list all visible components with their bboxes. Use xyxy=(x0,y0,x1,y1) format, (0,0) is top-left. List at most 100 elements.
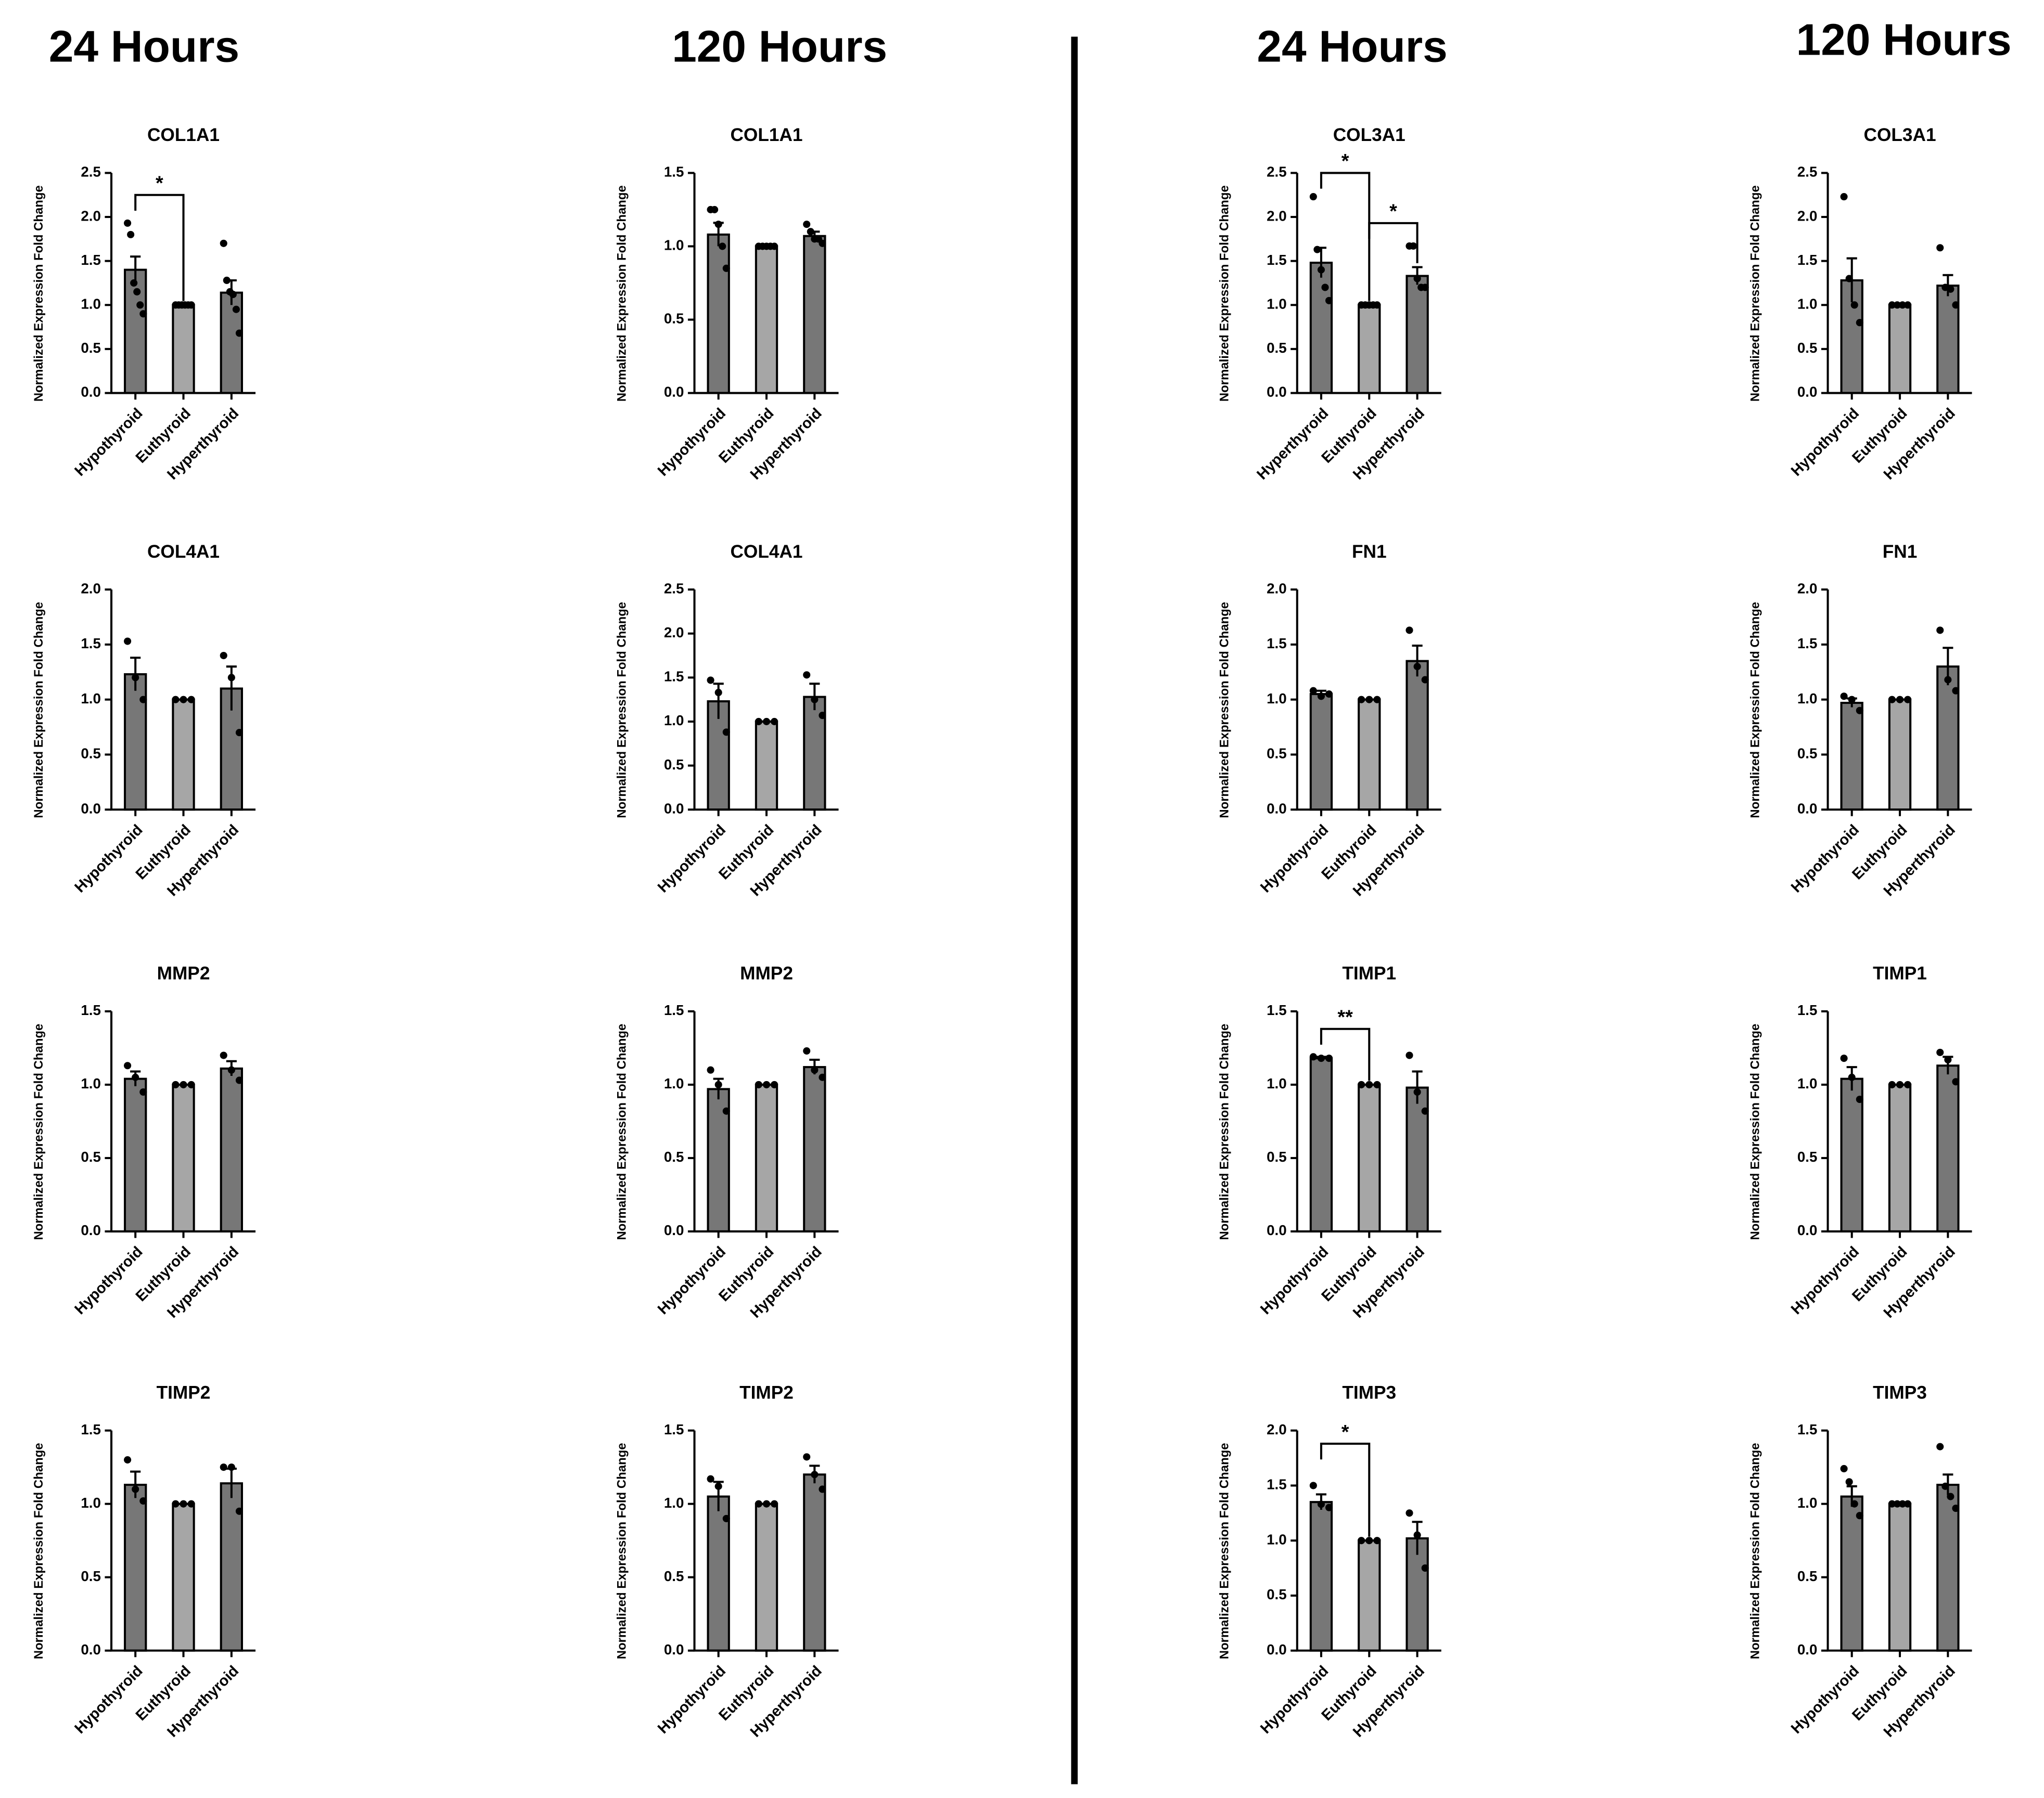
data-point xyxy=(1309,687,1317,695)
error-bar xyxy=(130,1470,141,1498)
y-tick-label: 1.0 xyxy=(1267,690,1287,707)
y-tick-label: 1.0 xyxy=(664,1495,684,1511)
y-tick-label: 1.0 xyxy=(1797,690,1818,707)
data-point xyxy=(1904,1500,1912,1508)
bar xyxy=(803,1473,826,1652)
chart-title: FN1 xyxy=(1352,542,1387,562)
significance-label: ** xyxy=(1337,1007,1353,1029)
axes xyxy=(110,1011,256,1232)
bar xyxy=(755,1083,778,1232)
axes xyxy=(1826,1430,1972,1652)
data-point xyxy=(133,288,141,296)
data-point xyxy=(1406,1051,1413,1059)
data-point xyxy=(1952,1078,1960,1086)
bar xyxy=(172,1083,195,1232)
bar xyxy=(1888,698,1912,811)
y-tick-label: 1.5 xyxy=(1267,635,1287,651)
y-axis-label: Normalized Expression Fold Change xyxy=(32,185,46,402)
y-tick-label: 1.0 xyxy=(1797,1495,1818,1511)
data-point xyxy=(187,1081,195,1088)
bar xyxy=(1936,1064,1960,1232)
bar xyxy=(803,1066,826,1232)
significance-bracket xyxy=(1368,222,1419,263)
data-point xyxy=(124,219,132,227)
y-tick-label: 0.0 xyxy=(1797,1641,1818,1658)
y-tick-label: 1.5 xyxy=(1797,635,1818,651)
data-point xyxy=(1309,193,1317,201)
y-tick-label: 2.5 xyxy=(81,164,101,180)
y-tick-label: 0.0 xyxy=(1267,800,1287,816)
error-bar xyxy=(1412,644,1423,677)
y-tick-label: 1.0 xyxy=(1267,1531,1287,1547)
data-point xyxy=(811,696,819,703)
chart-title: TIMP2 xyxy=(739,1382,794,1403)
data-point xyxy=(1936,1048,1944,1056)
bar xyxy=(1888,1083,1912,1232)
y-axis-label: Normalized Expression Fold Change xyxy=(615,185,629,402)
chart-title: TIMP3 xyxy=(1873,1382,1927,1403)
y-tick-label: 0.5 xyxy=(81,1568,101,1584)
data-point xyxy=(1952,1505,1960,1512)
data-point xyxy=(707,1475,714,1483)
data-point xyxy=(819,1485,826,1493)
data-point xyxy=(1373,696,1381,703)
data-point xyxy=(1840,692,1848,700)
data-point xyxy=(1899,301,1907,309)
data-point xyxy=(1888,301,1896,309)
data-point xyxy=(1358,696,1365,703)
data-point xyxy=(803,1453,811,1461)
y-tick-label: 1.0 xyxy=(1267,1075,1287,1091)
y-tick-label: 2.5 xyxy=(1267,164,1287,180)
data-point xyxy=(180,1500,187,1508)
data-point xyxy=(1421,676,1429,684)
data-point xyxy=(1840,1055,1848,1062)
data-point xyxy=(771,1500,778,1508)
bar xyxy=(1406,660,1429,811)
data-point xyxy=(1309,1482,1317,1489)
y-tick-label: 1.0 xyxy=(664,237,684,253)
data-point xyxy=(1317,1500,1325,1508)
axes xyxy=(1296,589,1441,811)
data-point xyxy=(1373,301,1381,309)
y-tick-label: 0.5 xyxy=(1267,340,1287,356)
data-point xyxy=(1896,1081,1904,1088)
y-tick-label: 0.0 xyxy=(1797,384,1818,400)
y-tick-label: 0.5 xyxy=(1267,746,1287,762)
data-point xyxy=(719,242,726,250)
y-tick-label: 1.5 xyxy=(664,669,684,685)
significance-bracket xyxy=(134,194,185,301)
bar xyxy=(707,233,730,394)
data-point xyxy=(139,696,147,703)
y-tick-label: 1.0 xyxy=(81,1075,101,1091)
data-point xyxy=(1947,285,1954,293)
data-point xyxy=(235,1507,243,1515)
data-point xyxy=(819,712,826,720)
y-tick-label: 0.0 xyxy=(81,800,101,816)
y-tick-label: 0.0 xyxy=(1267,1222,1287,1238)
data-point xyxy=(707,1066,714,1074)
data-point xyxy=(1317,692,1325,700)
bar xyxy=(1888,304,1912,394)
bar xyxy=(707,1088,730,1232)
y-tick-label: 1.0 xyxy=(1797,1075,1818,1091)
data-point xyxy=(1856,319,1863,327)
data-point xyxy=(1325,690,1333,698)
data-point xyxy=(714,221,722,228)
axes xyxy=(1296,1011,1441,1232)
y-tick-label: 0.5 xyxy=(664,756,684,773)
data-point xyxy=(139,310,147,318)
data-point xyxy=(1850,1500,1858,1508)
error-bar xyxy=(226,665,237,711)
data-point xyxy=(220,1463,227,1471)
y-tick-label: 1.5 xyxy=(1797,252,1818,268)
data-point xyxy=(1936,244,1944,252)
chart-title: COL4A1 xyxy=(730,542,802,562)
data-point xyxy=(722,728,730,736)
axes xyxy=(693,589,839,811)
bar xyxy=(1358,304,1381,394)
data-point xyxy=(1325,1055,1333,1062)
y-tick-label: 1.0 xyxy=(81,690,101,707)
y-tick-label: 0.0 xyxy=(1797,800,1818,816)
data-point xyxy=(762,1081,771,1088)
